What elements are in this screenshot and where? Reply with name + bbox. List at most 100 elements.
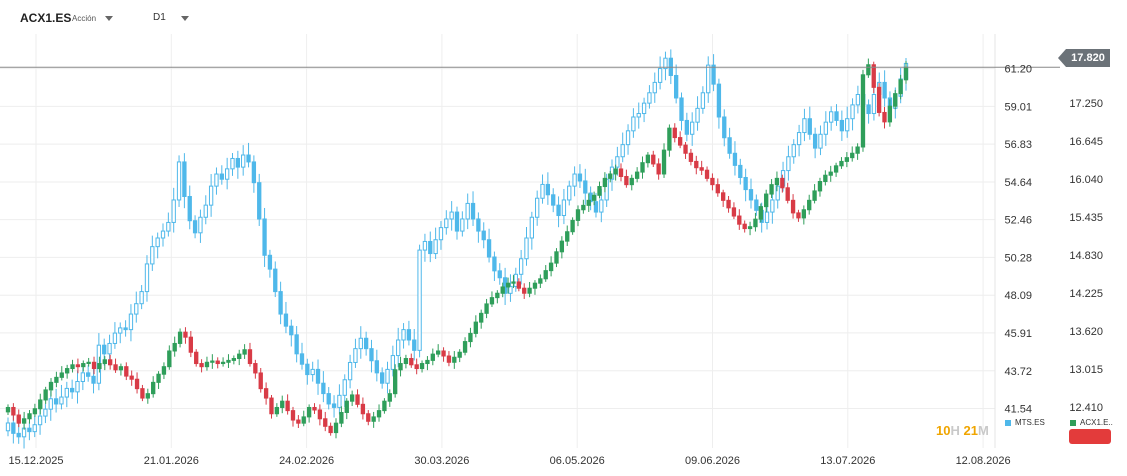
candle bbox=[422, 233, 428, 262]
candle-body bbox=[634, 171, 640, 179]
candle bbox=[695, 96, 700, 131]
candle-body bbox=[339, 411, 344, 424]
candle bbox=[511, 275, 516, 289]
candle-body bbox=[807, 199, 812, 211]
x-tick-label: 30.03.2026 bbox=[414, 455, 469, 467]
candle bbox=[214, 167, 219, 195]
candle bbox=[326, 387, 331, 410]
candle bbox=[748, 178, 754, 209]
candle-body bbox=[347, 361, 353, 381]
candle bbox=[321, 371, 326, 403]
candle bbox=[230, 153, 235, 176]
symbol-label[interactable]: ACX1.ES bbox=[20, 11, 72, 25]
right-axis-tick-label: 15.435 bbox=[1069, 212, 1103, 224]
candle-body bbox=[406, 329, 412, 341]
candle-body bbox=[452, 356, 457, 363]
candle bbox=[785, 182, 790, 204]
candle-body bbox=[204, 361, 210, 368]
candle bbox=[430, 348, 435, 366]
candle-body bbox=[360, 403, 366, 415]
candle-body bbox=[688, 152, 694, 162]
candle-body bbox=[790, 199, 796, 214]
candle bbox=[518, 249, 524, 285]
candle bbox=[677, 131, 683, 149]
candle bbox=[144, 255, 150, 302]
candle-body bbox=[182, 161, 187, 198]
candle-body bbox=[747, 226, 753, 230]
main-series-color-pill[interactable] bbox=[1069, 429, 1111, 444]
candle-body bbox=[860, 74, 866, 148]
candle-body bbox=[722, 116, 727, 139]
candle-body bbox=[43, 389, 48, 401]
candle bbox=[850, 98, 855, 131]
candle bbox=[27, 410, 32, 424]
legend-item-mts[interactable]: MTS.ES bbox=[1005, 418, 1045, 427]
timer-hours: 10 bbox=[936, 423, 951, 438]
candle bbox=[839, 157, 844, 169]
candle-body bbox=[294, 334, 299, 355]
candle bbox=[151, 376, 156, 398]
candle-body bbox=[796, 132, 802, 146]
candle bbox=[764, 189, 769, 213]
candle bbox=[495, 290, 500, 304]
candle bbox=[21, 411, 27, 430]
candle bbox=[27, 421, 32, 441]
candle bbox=[802, 108, 807, 142]
candle-body bbox=[524, 237, 529, 260]
candle bbox=[583, 168, 588, 205]
candle bbox=[462, 337, 468, 356]
right-axis-tick-label: 14.225 bbox=[1069, 288, 1103, 300]
candle-body bbox=[11, 406, 16, 416]
candle bbox=[398, 356, 403, 377]
candle-body bbox=[210, 360, 215, 363]
left-axis-tick-label: 61.20 bbox=[1004, 64, 1032, 76]
candle-body bbox=[898, 79, 903, 95]
timeframe-selector[interactable]: D1 bbox=[153, 12, 166, 23]
right-axis-tick-label: 14.830 bbox=[1069, 250, 1103, 262]
candle bbox=[344, 398, 349, 420]
candle bbox=[818, 125, 823, 156]
timeframe-dropdown-chevron-icon[interactable] bbox=[181, 16, 189, 21]
legend-item-acx1[interactable]: ACX1.E.. bbox=[1070, 418, 1113, 427]
candle bbox=[182, 153, 187, 209]
candle bbox=[479, 309, 484, 329]
candle bbox=[871, 61, 876, 94]
candle bbox=[468, 327, 473, 348]
candle-body bbox=[786, 156, 791, 172]
candle-body bbox=[430, 353, 435, 361]
candle bbox=[721, 189, 726, 207]
candle bbox=[419, 360, 425, 373]
candle bbox=[634, 167, 640, 183]
candle bbox=[315, 359, 321, 395]
candle bbox=[672, 123, 677, 143]
symbol-dropdown-chevron-icon[interactable] bbox=[105, 16, 113, 21]
candle bbox=[48, 378, 54, 397]
candle-body bbox=[344, 400, 349, 413]
candle-body bbox=[86, 372, 91, 377]
candle-body bbox=[769, 184, 774, 195]
candle-body bbox=[738, 164, 743, 178]
candle-body bbox=[32, 408, 38, 415]
candle-body bbox=[166, 221, 171, 232]
candle-body bbox=[433, 239, 438, 255]
candle bbox=[224, 157, 230, 190]
candle-body bbox=[672, 127, 677, 139]
candle-body bbox=[597, 186, 602, 196]
candle-body bbox=[380, 372, 385, 384]
candle bbox=[403, 354, 409, 369]
candle-body bbox=[124, 366, 129, 377]
candle-body bbox=[150, 246, 155, 265]
candle bbox=[258, 367, 263, 393]
main-series-acx1 bbox=[5, 58, 909, 439]
candle-body bbox=[231, 358, 237, 361]
candle bbox=[124, 362, 129, 381]
candle-body bbox=[535, 197, 540, 218]
candle bbox=[565, 225, 570, 246]
candle-body bbox=[226, 359, 231, 363]
candle bbox=[172, 336, 177, 357]
candle-body bbox=[139, 291, 144, 305]
candle-body bbox=[454, 211, 460, 232]
candle-body bbox=[53, 398, 59, 405]
candle bbox=[844, 152, 850, 168]
